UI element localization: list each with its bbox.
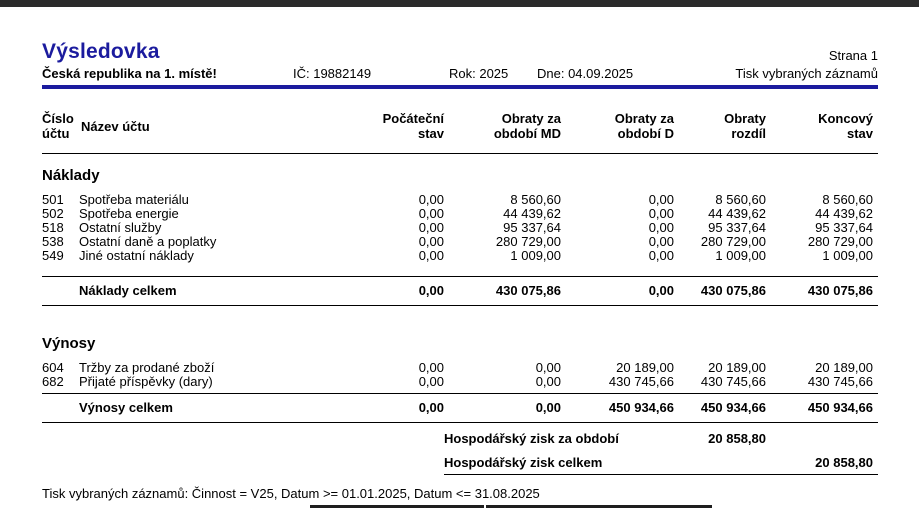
value-pocatecni-stav: 0,00 bbox=[418, 192, 444, 207]
value-koncovy-stav: 20 189,00 bbox=[815, 360, 873, 375]
account-name: Jiné ostatní náklady bbox=[79, 248, 194, 263]
total-obraty-d: 0,00 bbox=[648, 283, 674, 298]
value-obraty-d: 0,00 bbox=[648, 248, 674, 263]
account-name: Spotřeba materiálu bbox=[79, 192, 189, 207]
account-number: 502 bbox=[42, 206, 64, 221]
account-number: 604 bbox=[42, 360, 64, 375]
value-pocatecni-stav: 0,00 bbox=[418, 220, 444, 235]
summary-label: Hospodářský zisk celkem bbox=[444, 454, 603, 470]
total-label: Náklady celkem bbox=[79, 283, 177, 298]
summary-label: Hospodářský zisk za období bbox=[444, 430, 619, 446]
col-header-koncovy-stav: Koncový stav bbox=[818, 111, 873, 141]
value-obraty-rozdil: 44 439,62 bbox=[708, 206, 766, 221]
col-header-nazev-uctu: Název účtu bbox=[81, 118, 150, 134]
value-obraty-rozdil: 20 189,00 bbox=[708, 360, 766, 375]
value-pocatecni-stav: 0,00 bbox=[418, 374, 444, 389]
value-obraty-d: 0,00 bbox=[648, 234, 674, 249]
total-label: Výnosy celkem bbox=[79, 400, 173, 415]
header-rule bbox=[42, 85, 878, 89]
page-number: Strana 1 bbox=[828, 48, 878, 63]
section-heading-naklady: Náklady bbox=[42, 167, 100, 184]
account-name: Přijaté příspěvky (dary) bbox=[79, 374, 213, 389]
report-year: Rok: 2025 bbox=[449, 66, 509, 81]
value-obraty-d: 0,00 bbox=[648, 206, 674, 221]
total-pocatecni-stav: 0,00 bbox=[418, 283, 444, 298]
value-koncovy-stav: 95 337,64 bbox=[815, 220, 873, 235]
vynosy-total-row: Výnosy celkem 0,00 0,00 450 934,66 450 9… bbox=[42, 393, 878, 423]
company-ic: IČ: 19882149 bbox=[293, 66, 372, 81]
naklady-rows: 501 Spotřeba materiálu 0,00 8 560,60 0,0… bbox=[42, 193, 878, 263]
bottom-cropped-bar-right bbox=[486, 505, 712, 508]
account-number: 538 bbox=[42, 234, 64, 249]
report-page: Výsledovka Strana 1 Česká republika na 1… bbox=[42, 40, 878, 501]
account-name: Spotřeba energie bbox=[79, 206, 179, 221]
total-obraty-rozdil: 430 075,86 bbox=[700, 283, 766, 298]
value-pocatecni-stav: 0,00 bbox=[418, 248, 444, 263]
summary-value-za-obdobi: 20 858,80 bbox=[708, 430, 766, 446]
summary-value-celkem: 20 858,80 bbox=[815, 454, 873, 470]
value-obraty-md: 0,00 bbox=[535, 360, 561, 375]
account-number: 501 bbox=[42, 192, 64, 207]
value-obraty-rozdil: 95 337,64 bbox=[708, 220, 766, 235]
value-obraty-d: 20 189,00 bbox=[616, 360, 674, 375]
report-date: Dne: 04.09.2025 bbox=[537, 66, 634, 81]
value-obraty-md: 44 439,62 bbox=[503, 206, 561, 221]
value-koncovy-stav: 1 009,00 bbox=[822, 248, 873, 263]
value-obraty-md: 8 560,60 bbox=[510, 192, 561, 207]
value-obraty-md: 280 729,00 bbox=[495, 234, 561, 249]
bottom-cropped-bar-left bbox=[310, 505, 484, 508]
total-koncovy-stav: 430 075,86 bbox=[807, 283, 873, 298]
value-obraty-rozdil: 280 729,00 bbox=[700, 234, 766, 249]
account-name: Ostatní služby bbox=[79, 220, 162, 235]
value-pocatecni-stav: 0,00 bbox=[418, 206, 444, 221]
value-pocatecni-stav: 0,00 bbox=[418, 360, 444, 375]
value-obraty-md: 1 009,00 bbox=[510, 248, 561, 263]
account-number: 682 bbox=[42, 374, 64, 389]
value-koncovy-stav: 44 439,62 bbox=[815, 206, 873, 221]
company-name: Česká republika na 1. místě! bbox=[42, 66, 217, 81]
value-koncovy-stav: 8 560,60 bbox=[822, 192, 873, 207]
value-obraty-d: 0,00 bbox=[648, 220, 674, 235]
value-koncovy-stav: 430 745,66 bbox=[807, 374, 873, 389]
col-header-obraty-d: Obraty za období D bbox=[614, 111, 674, 141]
value-obraty-md: 0,00 bbox=[535, 374, 561, 389]
value-obraty-rozdil: 8 560,60 bbox=[715, 192, 766, 207]
total-obraty-md: 0,00 bbox=[535, 400, 561, 415]
account-number: 549 bbox=[42, 248, 64, 263]
value-pocatecni-stav: 0,00 bbox=[418, 234, 444, 249]
col-header-pocatecni-stav: Počáteční stav bbox=[382, 111, 444, 141]
total-koncovy-stav: 450 934,66 bbox=[807, 400, 873, 415]
profit-summary: Hospodářský zisk za období 20 858,80 Hos… bbox=[444, 426, 878, 475]
window-top-bar bbox=[0, 0, 919, 7]
report-subheader: Česká republika na 1. místě! IČ: 1988214… bbox=[42, 64, 878, 81]
total-obraty-md: 430 075,86 bbox=[495, 283, 561, 298]
value-koncovy-stav: 280 729,00 bbox=[807, 234, 873, 249]
summary-row-za-obdobi: Hospodářský zisk za období 20 858,80 bbox=[444, 426, 878, 450]
vynosy-rows: 604 Tržby za prodané zboží 0,00 0,00 20 … bbox=[42, 361, 878, 389]
account-number: 518 bbox=[42, 220, 64, 235]
value-obraty-rozdil: 430 745,66 bbox=[700, 374, 766, 389]
total-obraty-rozdil: 450 934,66 bbox=[700, 400, 766, 415]
value-obraty-d: 430 745,66 bbox=[608, 374, 674, 389]
filter-criteria-text: Tisk vybraných záznamů: Činnost = V25, D… bbox=[42, 486, 540, 501]
naklady-total-row: Náklady celkem 0,00 430 075,86 0,00 430 … bbox=[42, 276, 878, 306]
print-mode-label: Tisk vybraných záznamů bbox=[735, 66, 878, 81]
account-name: Ostatní daně a poplatky bbox=[79, 234, 217, 249]
col-header-obraty-md: Obraty za období MD bbox=[493, 111, 561, 141]
col-header-obraty-rozdil: Obraty rozdíl bbox=[724, 111, 766, 141]
account-name: Tržby za prodané zboží bbox=[79, 360, 215, 375]
total-pocatecni-stav: 0,00 bbox=[418, 400, 444, 415]
page-title: Výsledovka bbox=[42, 40, 160, 63]
col-header-cislo-uctu: Číslo účtu bbox=[42, 111, 74, 141]
value-obraty-rozdil: 1 009,00 bbox=[715, 248, 766, 263]
table-header-row: Číslo účtu Název účtu Počáteční stav Obr… bbox=[42, 111, 878, 154]
total-obraty-d: 450 934,66 bbox=[608, 400, 674, 415]
value-obraty-md: 95 337,64 bbox=[503, 220, 561, 235]
section-heading-vynosy: Výnosy bbox=[42, 335, 96, 352]
report-header: Výsledovka Strana 1 bbox=[42, 40, 878, 63]
value-obraty-d: 0,00 bbox=[648, 192, 674, 207]
summary-row-celkem: Hospodářský zisk celkem 20 858,80 bbox=[444, 450, 878, 474]
